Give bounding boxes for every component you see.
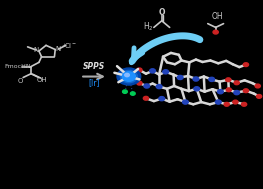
Circle shape: [159, 97, 165, 101]
Circle shape: [218, 90, 223, 94]
Circle shape: [130, 92, 135, 95]
Circle shape: [226, 88, 231, 92]
Circle shape: [143, 96, 149, 100]
Circle shape: [183, 100, 188, 104]
Circle shape: [193, 77, 199, 81]
Circle shape: [150, 69, 155, 73]
Text: Cl$^-$: Cl$^-$: [64, 41, 77, 50]
Circle shape: [125, 73, 129, 77]
Text: OH: OH: [211, 12, 223, 21]
Circle shape: [224, 102, 229, 106]
Circle shape: [234, 81, 239, 85]
Circle shape: [226, 78, 231, 82]
Circle shape: [137, 68, 142, 72]
Circle shape: [241, 102, 247, 106]
Text: OH: OH: [37, 77, 47, 83]
Circle shape: [144, 84, 150, 88]
Circle shape: [156, 84, 162, 89]
Circle shape: [255, 84, 260, 88]
Text: +: +: [61, 43, 66, 48]
Circle shape: [137, 81, 142, 85]
Circle shape: [122, 72, 135, 81]
Circle shape: [234, 91, 240, 95]
Text: O: O: [18, 78, 23, 84]
Circle shape: [209, 77, 215, 81]
Circle shape: [233, 100, 238, 104]
Circle shape: [177, 75, 183, 80]
Text: H$_2$: H$_2$: [143, 20, 154, 33]
Circle shape: [243, 89, 249, 93]
Text: N: N: [56, 46, 61, 52]
Text: O: O: [159, 8, 165, 17]
Text: SPPS: SPPS: [83, 62, 105, 71]
Circle shape: [256, 94, 262, 98]
Circle shape: [123, 90, 127, 93]
Circle shape: [194, 87, 200, 91]
Text: [Ir]: [Ir]: [88, 78, 100, 87]
Circle shape: [213, 30, 218, 34]
Circle shape: [163, 70, 169, 74]
Circle shape: [215, 100, 221, 104]
Text: FmocHN: FmocHN: [4, 64, 31, 69]
Circle shape: [117, 68, 141, 85]
Circle shape: [120, 70, 138, 83]
Text: N: N: [34, 47, 39, 53]
Circle shape: [243, 63, 249, 67]
